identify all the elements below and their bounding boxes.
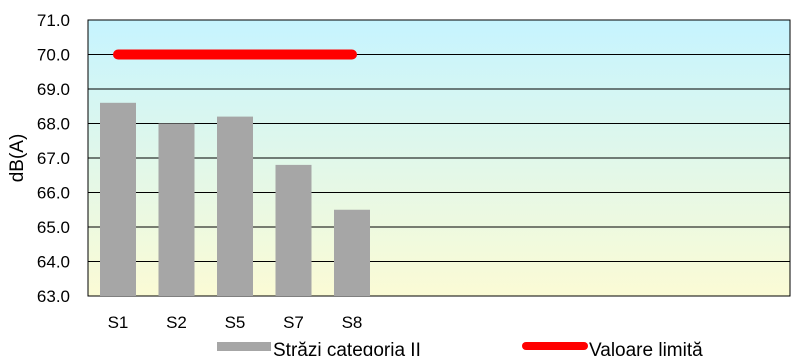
y-tick-label: 70.0 [37,46,70,65]
x-tick-label: S5 [225,313,246,332]
x-axis-ticks: S1 S2 S5 S7 S8 [108,313,363,332]
y-tick-label: 68.0 [37,115,70,134]
y-tick-label: 71.0 [37,11,70,30]
legend-bar-label: Străzi categoria II [273,340,421,356]
x-tick-label: S7 [283,313,304,332]
y-tick-label: 67.0 [37,149,70,168]
bar-series [100,102,370,296]
legend-line-label: Valoare limită [589,340,703,356]
bar [100,102,136,296]
y-tick-label: 66.0 [37,184,70,203]
bar [217,116,253,296]
y-axis-ticks: 63.0 64.0 65.0 66.0 67.0 68.0 69.0 70.0 71.0 [37,11,70,306]
y-tick-label: 65.0 [37,218,70,237]
x-tick-label: S2 [166,313,187,332]
bar [334,209,370,296]
y-tick-label: 63.0 [37,287,70,306]
y-tick-label: 69.0 [37,80,70,99]
bar [275,164,312,296]
gridlines [88,54,790,262]
y-axis-label: dB(A) [7,134,28,183]
legend-bar-swatch [217,342,271,351]
legend: Străzi categoria II Valoare limită [217,340,703,361]
x-tick-label: S1 [108,313,129,332]
bar [158,123,195,296]
y-tick-label: 64.0 [37,253,70,272]
x-tick-label: S8 [342,313,363,332]
